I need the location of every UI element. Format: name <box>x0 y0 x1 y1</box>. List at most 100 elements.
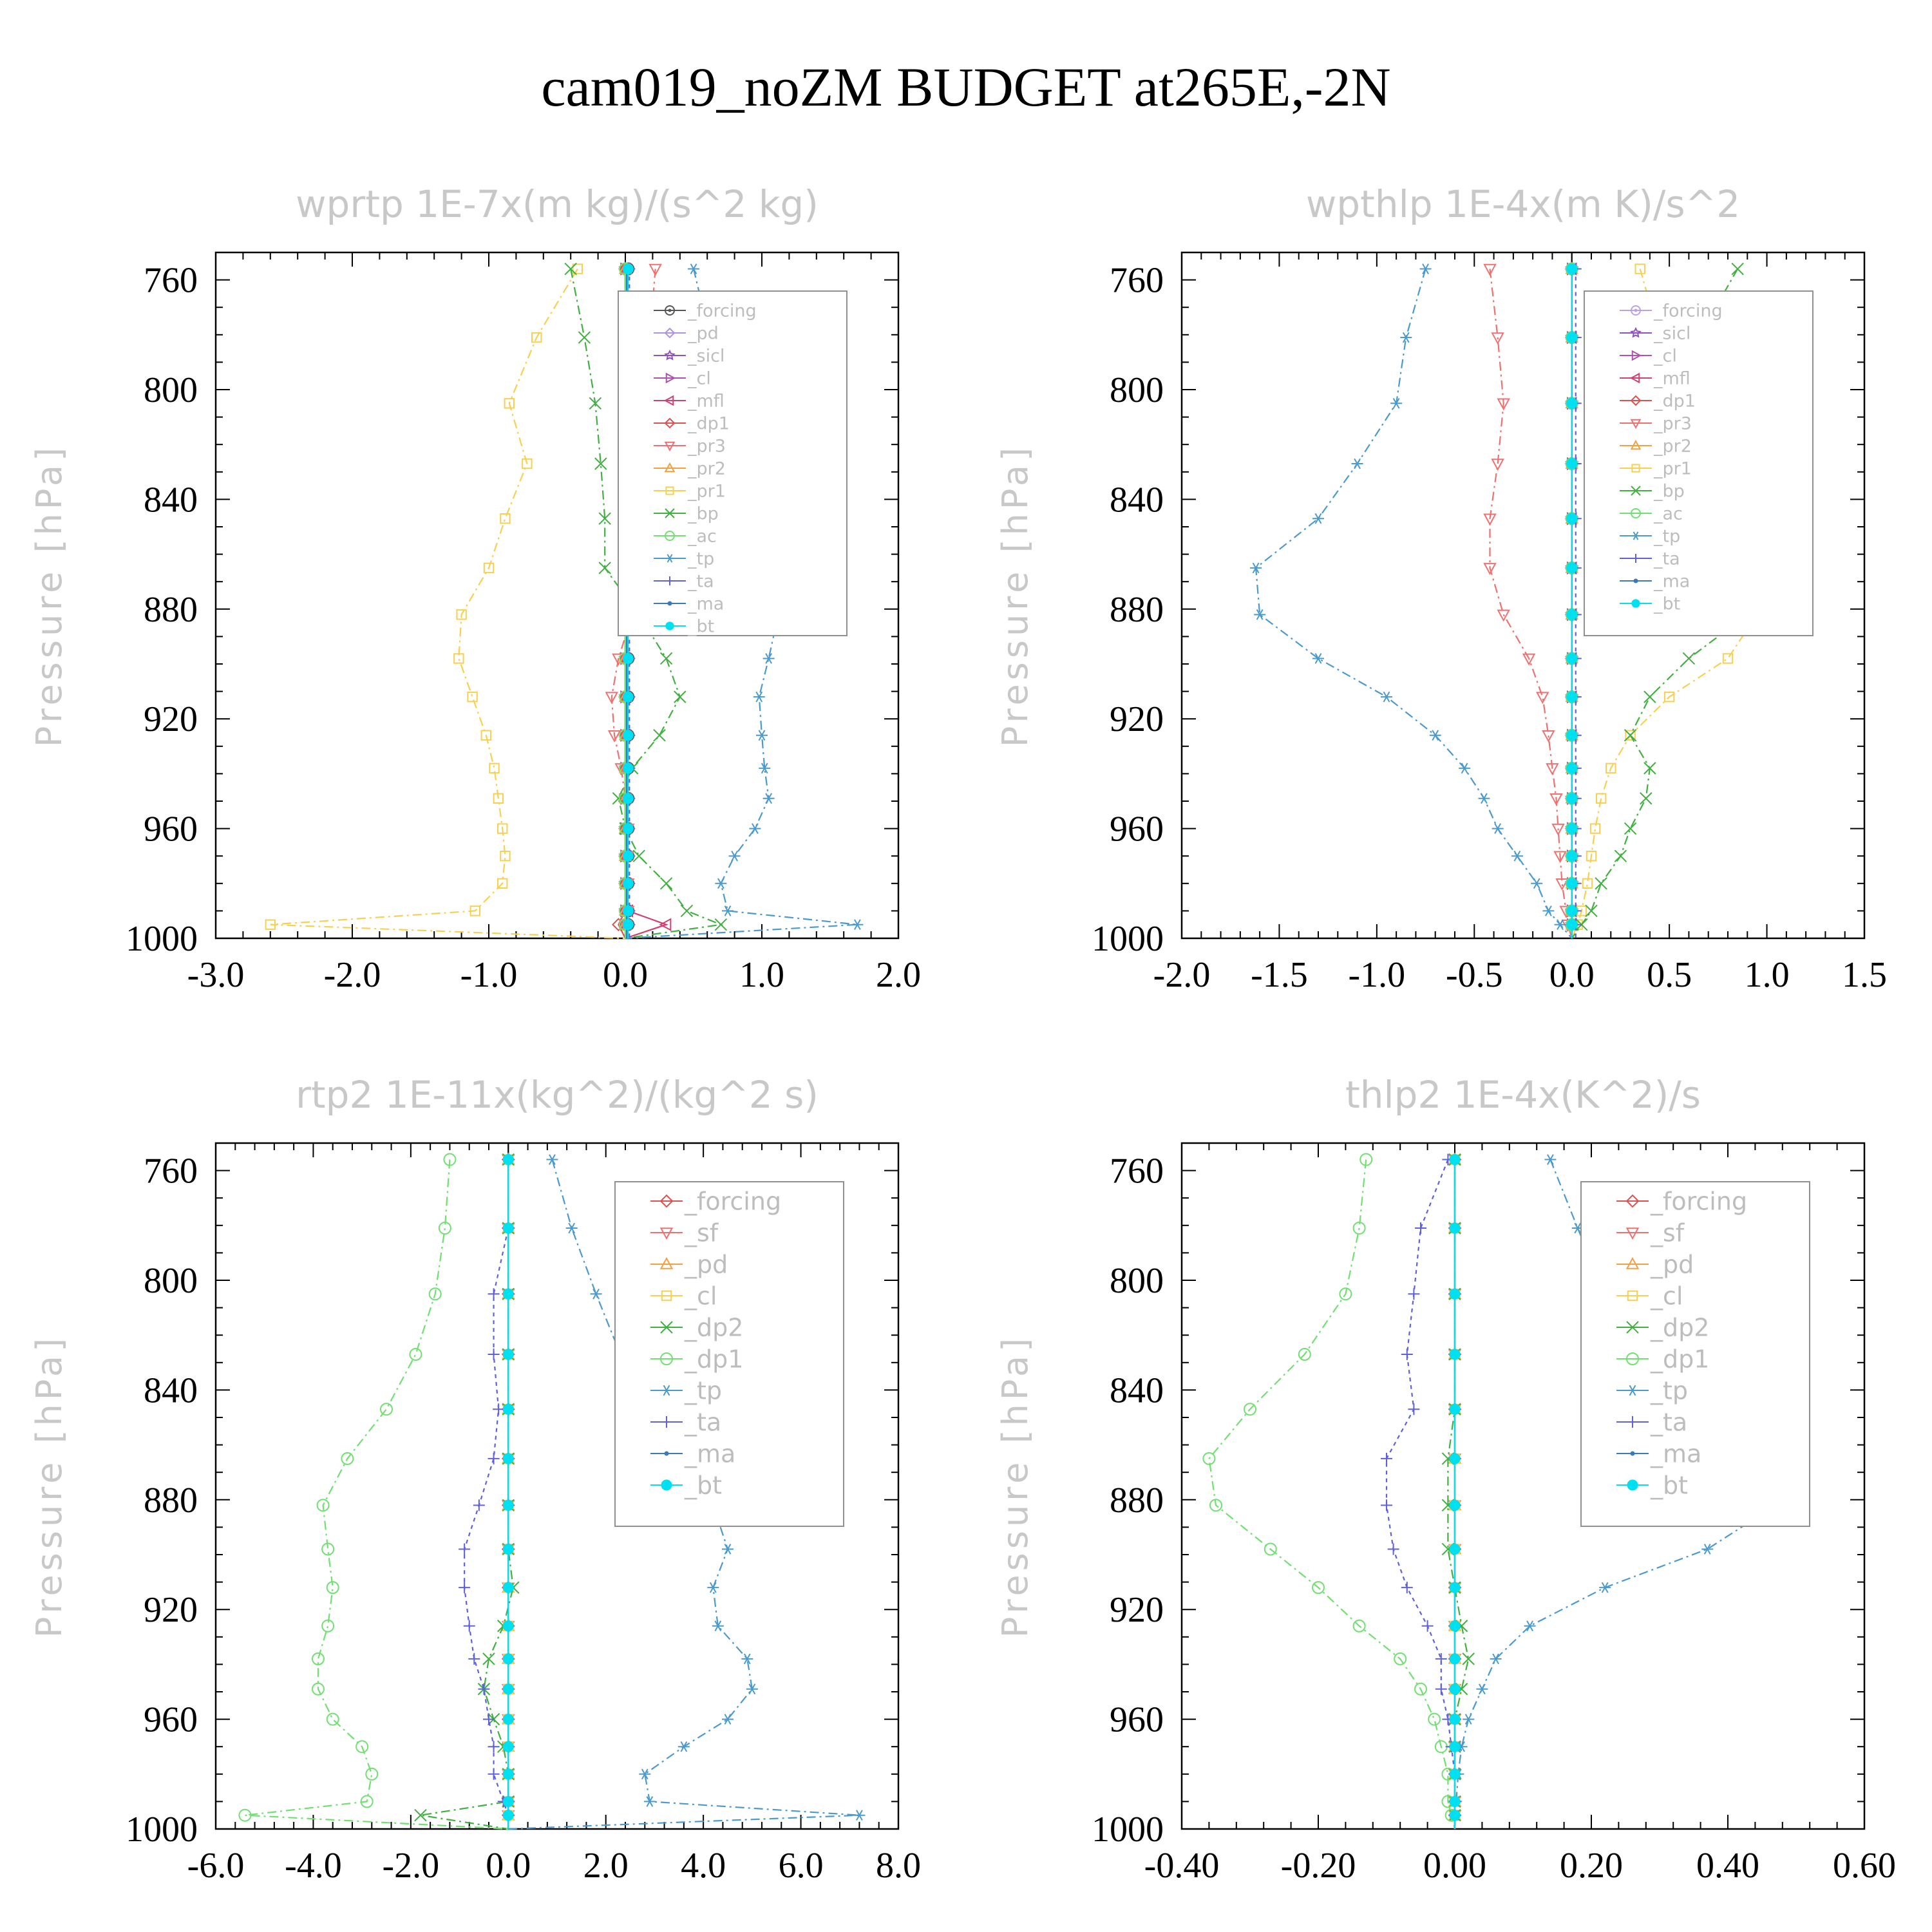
legend-item: _tp <box>1620 526 1680 546</box>
data-point <box>1449 1683 1461 1695</box>
data-point <box>759 762 771 774</box>
data-point <box>659 918 672 931</box>
panel-4: thlp2 1E-4x(K^2)/s Pressure [hPa] 760 800 84… <box>995 1073 1896 1886</box>
y-axis-label: Pressure [hPa] <box>995 1334 1036 1638</box>
data-point <box>594 457 607 470</box>
data-point <box>564 262 577 276</box>
legend-box <box>1584 290 1814 636</box>
data-point <box>1575 918 1588 931</box>
data-point <box>1449 1499 1461 1511</box>
data-point <box>1551 823 1565 836</box>
legend-item: _cl <box>1616 1282 1683 1310</box>
y-tick-label: 840 <box>144 1370 198 1410</box>
x-tick-label: 0.5 <box>1647 955 1692 995</box>
data-point <box>1254 609 1266 620</box>
data-point <box>1483 563 1497 575</box>
series-bt <box>1449 1154 1461 1829</box>
legend: _forcing_sicl _cl_mfl _dp1_pr3 _pr2 _pr1 _bp _… <box>1584 290 1814 636</box>
y-tick-label: 960 <box>144 1700 198 1740</box>
series-bt <box>502 1154 514 1829</box>
x-tick-label: 0.0 <box>603 955 648 995</box>
legend-item: _bp <box>654 504 719 524</box>
legend-marker <box>1629 372 1640 384</box>
legend-marker <box>659 1227 674 1240</box>
data-point <box>1585 904 1598 918</box>
data-point <box>1566 562 1578 574</box>
data-point <box>438 1222 451 1235</box>
data-point <box>473 1499 485 1511</box>
data-point <box>316 1499 330 1512</box>
data-point <box>1244 1403 1256 1416</box>
legend-marker <box>1631 508 1641 518</box>
legend-label: _pr1 <box>687 481 726 501</box>
y-tick-label: 840 <box>1110 480 1164 520</box>
data-point <box>1415 1222 1426 1235</box>
series-pr1 <box>265 263 626 940</box>
y-tick-label: 880 <box>144 1481 198 1520</box>
panel-title: wprtp 1E-7x(m kg)/(s^2 kg) <box>296 182 819 226</box>
data-point <box>1419 263 1432 274</box>
legend-label: _dp2 <box>684 1313 743 1341</box>
data-point <box>1566 332 1578 343</box>
legend-label: _pr2 <box>1653 436 1692 456</box>
data-point <box>443 1153 457 1166</box>
y-tick-label: 1000 <box>126 919 198 959</box>
data-point <box>762 653 775 664</box>
data-point <box>605 692 619 705</box>
series-line <box>420 1159 514 1830</box>
data-point <box>500 513 511 524</box>
legend-label: _bt <box>684 1471 722 1499</box>
series-dp1 <box>1202 1153 1458 1830</box>
legend-marker <box>1631 531 1640 540</box>
y-tick-label: 1000 <box>1092 919 1164 959</box>
legend-label: _sicl <box>1653 323 1690 343</box>
legend-label: _tp <box>684 1376 722 1405</box>
data-point <box>1449 1222 1461 1234</box>
data-point <box>502 1499 514 1511</box>
data-point <box>632 849 645 862</box>
series-line <box>1208 1159 1456 1830</box>
legend-label: _pd <box>1650 1250 1694 1278</box>
legend-item: _bt <box>650 1471 722 1499</box>
data-point <box>497 878 508 889</box>
legend-item: _cl <box>654 368 711 388</box>
legend-item: _sicl <box>1620 323 1690 343</box>
legend-item: _pr3 <box>1620 413 1692 433</box>
legend-marker <box>664 349 676 361</box>
legend-marker <box>1630 439 1642 450</box>
y-tick-label: 920 <box>144 1590 198 1630</box>
data-point <box>502 1714 514 1725</box>
y-tick-label: 760 <box>144 261 198 301</box>
data-point <box>1449 1288 1461 1300</box>
data-point <box>1566 652 1578 665</box>
legend-marker <box>664 327 676 339</box>
data-point <box>622 652 634 665</box>
y-tick-label: 960 <box>1110 1700 1164 1740</box>
data-point <box>1643 690 1656 703</box>
data-point <box>493 793 504 804</box>
data-point <box>1553 851 1567 864</box>
legend-label: _ta <box>687 571 714 591</box>
legend-marker <box>664 441 676 452</box>
legend-marker <box>1631 305 1641 316</box>
data-point <box>1449 1582 1461 1593</box>
data-point <box>409 1348 422 1361</box>
data-point <box>688 263 699 274</box>
data-point <box>1549 793 1563 806</box>
data-point <box>428 1287 442 1301</box>
series-line <box>1447 1159 1470 1829</box>
series-ta <box>459 1153 515 1829</box>
data-point <box>1483 263 1497 276</box>
data-point <box>1605 762 1616 774</box>
data-point <box>622 850 634 862</box>
data-point <box>312 1682 325 1696</box>
legend-label: _mfl <box>1653 368 1690 388</box>
data-point <box>380 1403 393 1416</box>
data-point <box>1449 1403 1461 1415</box>
legend-label: _forcing <box>687 301 757 321</box>
legend-marker <box>665 531 675 541</box>
data-point <box>714 918 728 931</box>
legend-item: _cl <box>650 1282 717 1310</box>
x-tick-label: -1.5 <box>1251 955 1308 995</box>
data-point <box>502 1653 514 1665</box>
